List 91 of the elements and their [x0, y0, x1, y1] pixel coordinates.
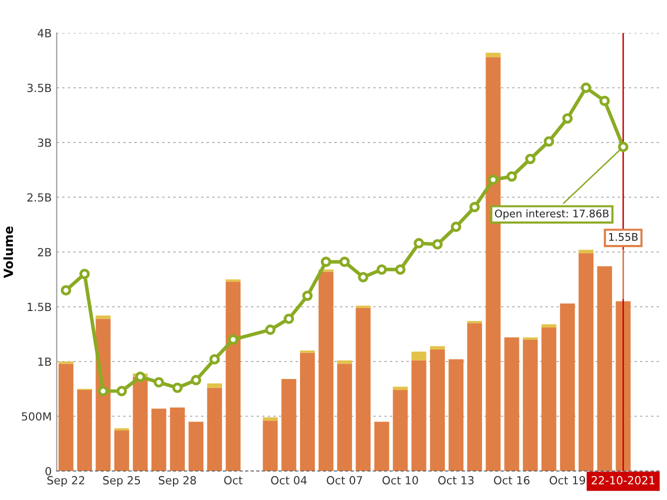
- point: [506, 171, 517, 182]
- point: [580, 82, 592, 93]
- point: [525, 154, 536, 164]
- bar: [560, 303, 575, 471]
- y-tick-label: 1.5B: [28, 302, 52, 312]
- bar: [430, 349, 445, 471]
- point: [562, 113, 573, 124]
- annotation: Open interest: 17.86B: [495, 209, 609, 220]
- point: [302, 290, 313, 301]
- point: [432, 239, 443, 250]
- bar: [188, 422, 204, 471]
- x-tick-label: Oct: [224, 476, 242, 484]
- x-tick-label: Sep 28: [158, 476, 196, 487]
- point: [172, 382, 183, 393]
- bar: [522, 340, 538, 471]
- bar: [226, 279, 241, 282]
- y-tick-label: 500M: [22, 412, 51, 421]
- point: [116, 386, 127, 396]
- y-tick-label: 0: [45, 466, 52, 476]
- bar: [578, 253, 594, 471]
- bar: [114, 430, 130, 471]
- bar: [170, 407, 185, 471]
- bar: [262, 420, 278, 471]
- bar: [207, 383, 222, 388]
- bar: [467, 323, 482, 471]
- bar: [226, 282, 241, 471]
- y-tick-label: 2.5B: [27, 193, 52, 202]
- point: [544, 136, 554, 147]
- point: [599, 96, 610, 106]
- bar: [541, 324, 556, 328]
- bar: [132, 376, 148, 471]
- bar: [77, 390, 92, 471]
- point: [284, 314, 294, 324]
- point: [190, 374, 202, 386]
- y-tick-label: 3.5B: [27, 84, 52, 92]
- bar: [300, 352, 315, 471]
- point: [395, 264, 406, 275]
- x-tick-label: Oct 19: [550, 476, 586, 484]
- point: [488, 174, 498, 185]
- bar: [541, 328, 556, 471]
- bar: [578, 250, 594, 254]
- annotation: 1.55B: [609, 233, 638, 241]
- point: [469, 202, 480, 212]
- point: [339, 256, 350, 268]
- point: [209, 354, 220, 365]
- x-tick-label: Sep 25: [103, 476, 140, 487]
- bar: [486, 52, 501, 58]
- bar: [318, 272, 334, 471]
- bar: [356, 308, 371, 471]
- bar: [392, 386, 408, 390]
- bar: [392, 390, 408, 471]
- bar: [597, 266, 612, 471]
- bar: [96, 316, 111, 319]
- bar: [151, 408, 166, 471]
- point: [135, 372, 146, 382]
- bar: [504, 337, 520, 471]
- point: [450, 222, 462, 232]
- x-tick-label: Oct 13: [438, 476, 474, 484]
- point: [320, 256, 332, 268]
- bar: [337, 360, 352, 364]
- x-tick-label: 22-10-2021: [592, 476, 654, 484]
- point: [618, 142, 628, 152]
- x-tick-label: Sep 22: [47, 476, 84, 487]
- y-axis-title: Volume: [3, 226, 14, 278]
- point: [154, 377, 164, 388]
- bar: [207, 388, 222, 471]
- y-tick-label: 3B: [38, 138, 52, 147]
- y-tick-label: 4B: [38, 29, 52, 38]
- y-tick-label: 1B: [38, 358, 52, 366]
- point: [376, 264, 387, 275]
- point: [265, 324, 276, 335]
- x-tick-label: Oct 16: [494, 476, 530, 484]
- x-tick-label: Oct 10: [382, 476, 418, 484]
- point: [358, 272, 368, 282]
- point: [228, 334, 238, 345]
- point: [414, 238, 424, 248]
- bar: [411, 352, 426, 360]
- point: [98, 386, 108, 396]
- bar: [281, 379, 296, 471]
- bar: [411, 360, 426, 471]
- point: [60, 285, 72, 296]
- point: [79, 268, 90, 280]
- bar: [374, 422, 390, 471]
- bar: [58, 364, 74, 471]
- bar: [430, 346, 445, 350]
- bar: [467, 320, 482, 324]
- y-tick-label: 2B: [38, 248, 52, 256]
- bar: [337, 364, 352, 471]
- x-tick-label: Oct 04: [271, 476, 307, 484]
- bar: [448, 359, 464, 471]
- x-tick-label: Oct 07: [326, 476, 362, 484]
